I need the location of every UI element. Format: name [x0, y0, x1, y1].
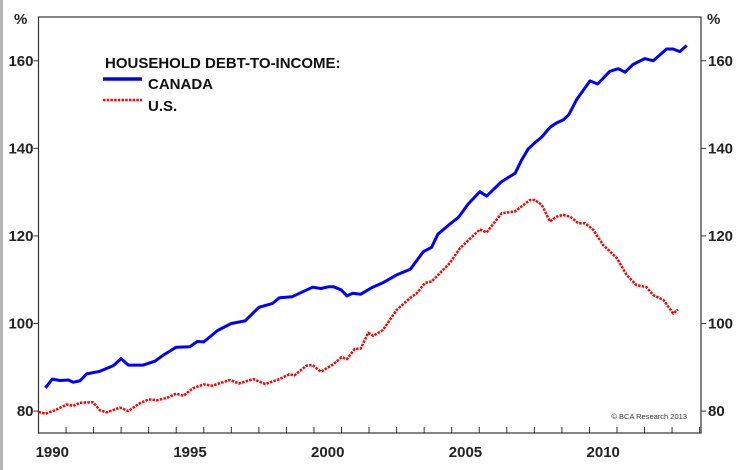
series-line-canada [44, 44, 688, 389]
y-tick-label-left: 100 [8, 316, 33, 333]
chart-title: HOUSEHOLD DEBT-TO-INCOME: [105, 55, 341, 72]
y-tick-label-left: 160 [8, 53, 33, 70]
y-tick-label-right: 120 [708, 228, 733, 245]
x-tick-label: 1995 [173, 444, 206, 461]
x-tick-label: 2010 [587, 444, 620, 461]
plot-frame [37, 16, 702, 434]
y-axis-unit-left: % [14, 11, 27, 28]
x-tick-label: 2000 [311, 444, 344, 461]
legend: HOUSEHOLD DEBT-TO-INCOME: CANADA U.S. [103, 55, 341, 115]
y-tick-label-right: 100 [708, 316, 733, 333]
x-tick-label: 2005 [449, 444, 482, 461]
x-tick-label: 1990 [36, 444, 69, 461]
series-group [38, 44, 688, 415]
series-line-us [38, 198, 679, 415]
window-edge [0, 0, 3, 470]
y-tick-label-left: 80 [17, 403, 34, 420]
y-tick-label-right: 140 [708, 140, 733, 157]
credit-text: © BCA Research 2013 [611, 412, 687, 421]
y-tick-label-right: 80 [708, 403, 725, 420]
x-axis: 1990 1995 2000 2005 2010 [36, 427, 701, 461]
y-tick-label-right: 160 [708, 53, 733, 70]
y-axis: 80 80 100 100 120 120 140 140 160 160 [8, 53, 733, 420]
legend-label-us: U.S. [148, 98, 177, 115]
y-tick-label-left: 140 [8, 140, 33, 157]
y-tick-label-left: 120 [8, 228, 33, 245]
legend-label-canada: CANADA [148, 76, 213, 93]
y-axis-unit-right: % [707, 11, 720, 28]
